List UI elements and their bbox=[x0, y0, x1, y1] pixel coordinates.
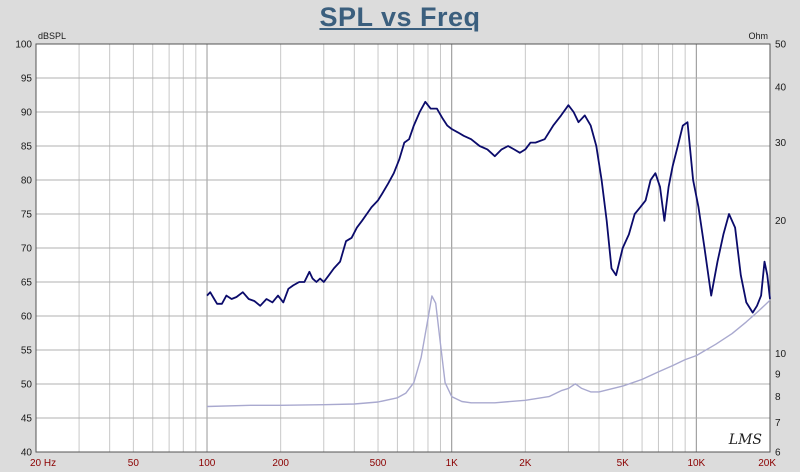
y-left-tick-label: 80 bbox=[21, 176, 33, 187]
y-left-tick-label: 75 bbox=[21, 210, 33, 221]
x-tick-label: 50 bbox=[128, 458, 140, 469]
y-left-tick-label: 65 bbox=[21, 278, 33, 289]
x-tick-label: 2K bbox=[519, 458, 532, 469]
y-right-tick-label: 8 bbox=[775, 392, 781, 403]
y-right-tick-label: 10 bbox=[775, 349, 787, 360]
y-right-tick-label: 40 bbox=[775, 82, 787, 93]
x-tick-label: 20K bbox=[758, 458, 776, 469]
y-right-tick-label: 50 bbox=[775, 40, 787, 51]
impedance-series-line bbox=[206, 295, 771, 408]
lms-logo: LMS bbox=[728, 432, 762, 448]
y-left-tick-label: 45 bbox=[21, 414, 33, 425]
y-left-tick-label: 70 bbox=[21, 244, 33, 255]
y-right-tick-label: 7 bbox=[775, 418, 781, 429]
y-left-tick-label: 85 bbox=[21, 142, 33, 153]
plot-border bbox=[35, 43, 771, 453]
y-left-tick-label: 100 bbox=[15, 40, 32, 51]
y-left-unit: dBSPL bbox=[38, 31, 66, 41]
y-left-tick-label: 40 bbox=[21, 448, 33, 459]
spl-series-line bbox=[206, 100, 771, 314]
x-tick-label: 100 bbox=[199, 458, 216, 469]
y-right-tick-label: 20 bbox=[775, 216, 787, 227]
y-right-tick-label: 9 bbox=[775, 369, 781, 380]
y-left-tick-label: 95 bbox=[21, 74, 33, 85]
x-tick-label: 200 bbox=[272, 458, 289, 469]
y-left-tick-label: 60 bbox=[21, 312, 33, 323]
x-tick-label: 500 bbox=[370, 458, 387, 469]
chart-title: SPL vs Freq bbox=[319, 2, 481, 32]
y-right-unit: Ohm bbox=[748, 31, 768, 41]
x-tick-label: 5K bbox=[617, 458, 630, 469]
y-left-tick-label: 50 bbox=[21, 380, 33, 391]
y-right-tick-label: 30 bbox=[775, 138, 787, 149]
x-tick-label: 10K bbox=[687, 458, 705, 469]
x-tick-label: 1K bbox=[446, 458, 459, 469]
y-left-tick-label: 55 bbox=[21, 346, 33, 357]
x-tick-label: 20 Hz bbox=[30, 458, 56, 469]
y-right-tick-label: 6 bbox=[775, 448, 781, 459]
y-left-tick-label: 90 bbox=[21, 108, 33, 119]
